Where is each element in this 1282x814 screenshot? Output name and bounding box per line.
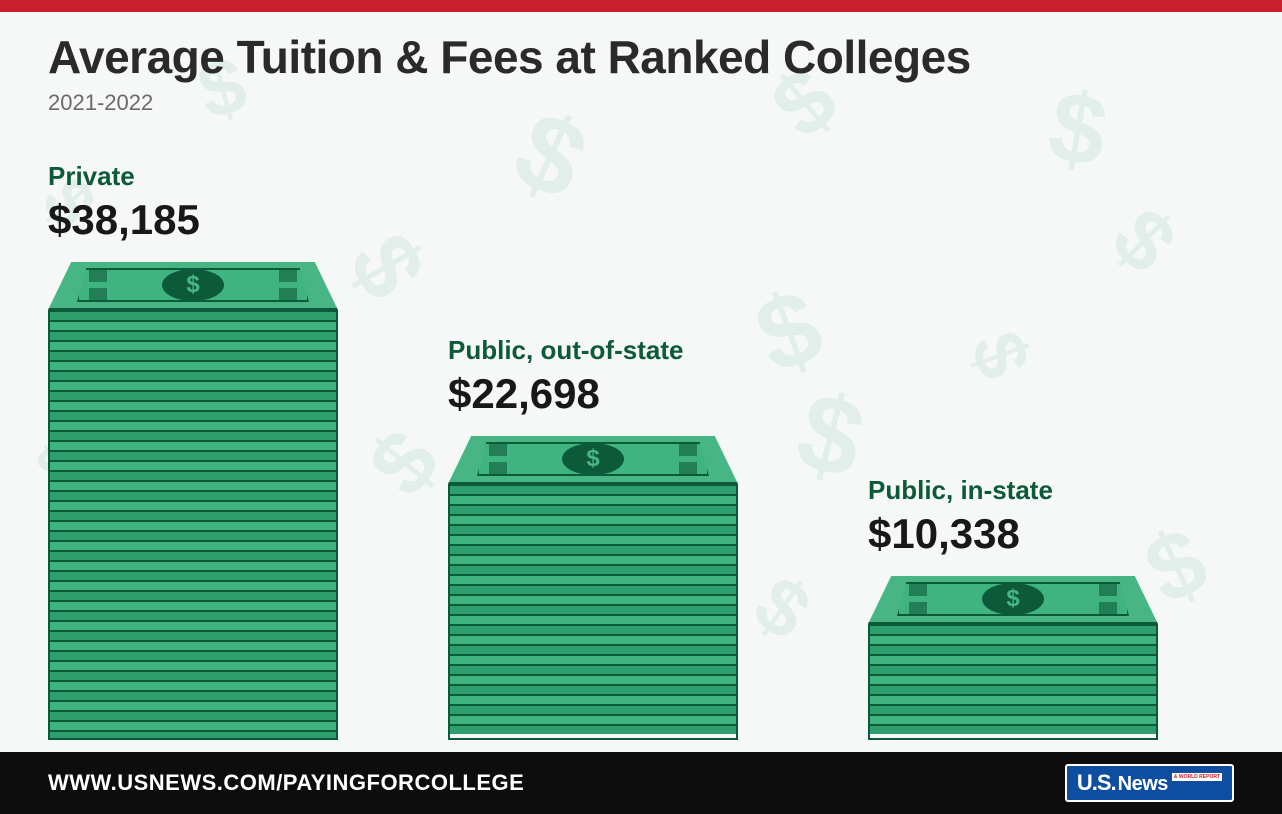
bill-top-icon: $ [448, 436, 738, 484]
stack-label: Public, out-of-state [448, 335, 738, 366]
accent-bar [0, 0, 1282, 12]
dollar-circle-icon: $ [562, 443, 624, 475]
bill-top-icon: $ [48, 262, 338, 310]
stack-column: Private $38,185 $ [48, 161, 338, 740]
dollar-sign-icon: $ [586, 445, 599, 473]
chart-area: Private$38,185$Public, out-of-state$22,6… [48, 180, 1234, 740]
dollar-sign-icon: $ [186, 271, 199, 299]
header-block: Average Tuition & Fees at Ranked College… [48, 30, 1234, 116]
footer-url: WWW.USNEWS.COM/PAYINGFORCOLLEGE [48, 770, 524, 796]
stack-label: Private [48, 161, 338, 192]
stack-value: $10,338 [868, 510, 1158, 558]
stack-body [868, 624, 1158, 740]
money-stack-icon: $ [868, 576, 1158, 740]
dollar-circle-icon: $ [162, 269, 224, 301]
stack-column: Public, out-of-state $22,698 $ [448, 335, 738, 740]
bill-top-icon: $ [868, 576, 1158, 624]
logo-us-text: U.S. [1077, 770, 1116, 796]
logo-news-text: News [1118, 773, 1168, 796]
page-title: Average Tuition & Fees at Ranked College… [48, 30, 1234, 84]
money-stack-icon: $ [48, 262, 338, 740]
logo-tag-text: & WORLD REPORT [1172, 773, 1222, 781]
stack-value: $22,698 [448, 370, 738, 418]
stack-body [448, 484, 738, 740]
dollar-circle-icon: $ [982, 583, 1044, 615]
dollar-sign-icon: $ [1006, 585, 1019, 613]
stack-label: Public, in-state [868, 475, 1158, 506]
money-stack-icon: $ [448, 436, 738, 740]
footer-bar: WWW.USNEWS.COM/PAYINGFORCOLLEGE U.S.News… [0, 752, 1282, 814]
usnews-logo: U.S.News & WORLD REPORT [1065, 764, 1234, 802]
stack-value: $38,185 [48, 196, 338, 244]
page-subtitle: 2021-2022 [48, 90, 1234, 116]
stack-column: Public, in-state $10,338 $ [868, 475, 1158, 740]
stack-body [48, 310, 338, 740]
